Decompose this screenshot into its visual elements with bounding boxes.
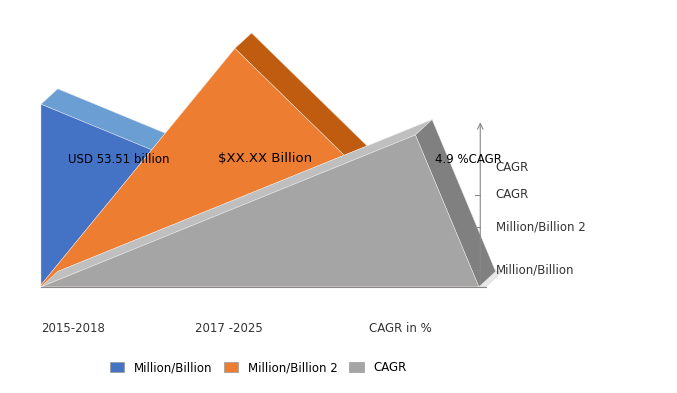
Text: 4.9 %CAGR: 4.9 %CAGR [435, 153, 502, 167]
Text: 2017 -2025: 2017 -2025 [195, 321, 263, 334]
Polygon shape [41, 119, 432, 287]
Text: $XX.XX Billion: $XX.XX Billion [218, 152, 312, 165]
Polygon shape [235, 33, 496, 287]
Polygon shape [41, 89, 496, 285]
Polygon shape [41, 272, 502, 287]
Polygon shape [58, 119, 496, 272]
Polygon shape [41, 33, 252, 285]
Text: CAGR in %: CAGR in % [368, 321, 431, 334]
Polygon shape [41, 104, 479, 287]
Polygon shape [416, 119, 496, 287]
Text: Million/Billion: Million/Billion [496, 263, 574, 276]
Legend: Million/Billion, Million/Billion 2, CAGR: Million/Billion, Million/Billion 2, CAGR [106, 356, 411, 379]
Polygon shape [41, 135, 479, 287]
Text: USD 53.51 billion: USD 53.51 billion [68, 153, 169, 167]
Text: Million/Billion 2: Million/Billion 2 [496, 221, 586, 234]
Text: CAGR: CAGR [496, 188, 529, 201]
Polygon shape [41, 48, 479, 287]
Polygon shape [58, 89, 496, 272]
Text: CAGR: CAGR [496, 161, 529, 174]
Text: 2015-2018: 2015-2018 [41, 321, 105, 334]
Polygon shape [58, 33, 496, 272]
